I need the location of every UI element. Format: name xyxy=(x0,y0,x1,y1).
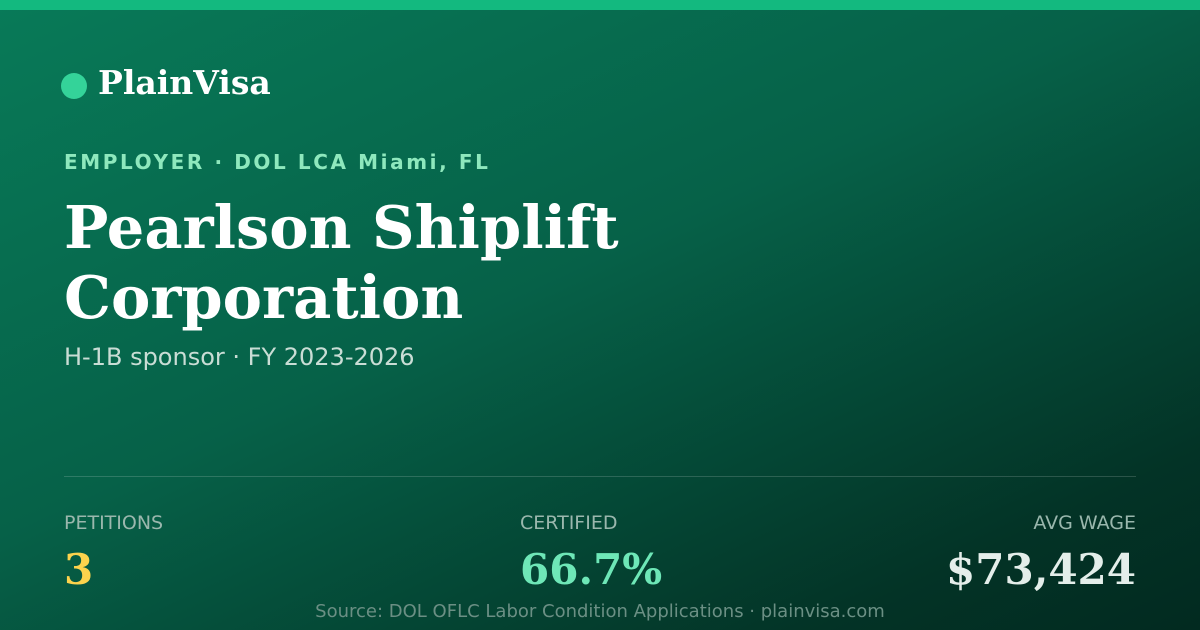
subtitle: H-1B sponsor · FY 2023-2026 xyxy=(64,343,415,371)
eyebrow: EMPLOYER · DOL LCA Miami, FL xyxy=(64,150,491,174)
brand: PlainVisa xyxy=(98,63,271,102)
stat-value: 3 xyxy=(64,545,94,594)
divider xyxy=(64,476,1136,477)
top-bar xyxy=(0,0,1200,10)
stat-value: 66.7% xyxy=(520,545,663,594)
brand-dot xyxy=(61,73,87,99)
stat-label: AVG WAGE xyxy=(1033,512,1136,534)
stat-label: CERTIFIED xyxy=(520,512,618,534)
title: Pearlson Shiplift Corporation xyxy=(64,193,619,332)
stat-value: $73,424 xyxy=(946,545,1136,594)
stat-label: PETITIONS xyxy=(64,512,164,534)
footer: Source: DOL OFLC Labor Condition Applica… xyxy=(315,601,885,622)
